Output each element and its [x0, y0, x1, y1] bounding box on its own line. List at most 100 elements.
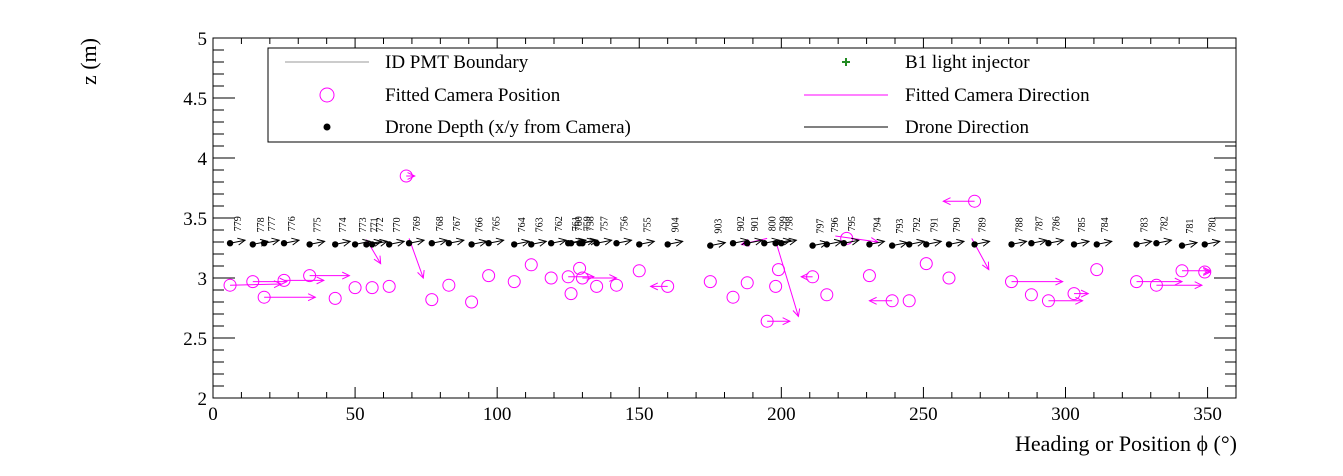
run-label: 903	[713, 219, 724, 234]
x-axis-title: Heading or Position ϕ (°)	[1015, 431, 1237, 456]
drone-depth-marker	[405, 240, 413, 247]
camera-position-marker	[1090, 263, 1104, 277]
camera-position-marker	[862, 269, 876, 283]
drone-depth-marker	[866, 241, 873, 248]
run-label: 783	[1140, 217, 1151, 232]
camera-direction-arrow	[775, 240, 801, 318]
drone-depth-marker	[428, 240, 436, 247]
legend-entry-camera-pos: Fitted Camera Position	[319, 85, 561, 106]
drone-depth-marker	[249, 241, 256, 248]
run-label: 776	[287, 216, 298, 231]
x-tick-label: 50	[346, 404, 365, 425]
camera-position-marker	[575, 271, 589, 285]
x-tick-label: 150	[625, 404, 654, 425]
camera-position-marker	[1067, 287, 1081, 301]
legend-label: Fitted Camera Position	[385, 85, 561, 106]
x-tick-label: 300	[1051, 404, 1080, 425]
drone-depth-marker	[547, 240, 555, 247]
drone-direction-arrow-head	[717, 240, 727, 248]
camera-direction-arrow	[309, 271, 351, 280]
drone-depth-marker	[567, 240, 575, 247]
camera-position-marker	[399, 169, 413, 183]
drone-direction-arrow-head	[316, 238, 326, 247]
legend-drone-depth-marker	[323, 123, 331, 131]
run-label: 781	[1185, 219, 1196, 234]
run-label: 775	[313, 217, 324, 232]
run-label: 800	[767, 216, 778, 231]
drone-direction-arrow-head	[271, 237, 281, 246]
drone-direction-arrow-head	[603, 237, 613, 246]
drone-depth-marker	[1070, 241, 1078, 248]
camera-position-marker	[919, 257, 933, 271]
drone-direction-arrow-head	[455, 237, 465, 246]
run-label: 756	[620, 216, 631, 231]
run-label: 902	[736, 216, 747, 231]
drone-depth-marker	[636, 241, 643, 248]
camera-position-marker	[760, 314, 774, 328]
camera-position-marker	[328, 291, 342, 305]
legend-entry-injector: B1 light injector	[842, 52, 1030, 73]
camera-direction-arrow	[649, 282, 668, 291]
run-label: 778	[256, 217, 267, 232]
drone-direction-arrow-head	[1189, 240, 1199, 248]
drone-direction-arrow-head	[1055, 237, 1065, 246]
camera-direction-arrow	[942, 197, 975, 206]
run-label: 759	[583, 216, 594, 231]
drone-direction-arrow-head	[373, 238, 383, 247]
drone-depth-marker	[1028, 240, 1035, 247]
drone-depth-marker	[761, 240, 768, 247]
camera-direction-arrow	[568, 272, 595, 281]
camera-position-marker	[425, 293, 439, 307]
camera-direction-arrow-head	[1194, 281, 1204, 290]
camera-position-marker	[277, 273, 291, 287]
camera-direction-arrow-head	[373, 255, 382, 265]
camera-direction-arrow-head	[586, 272, 595, 281]
camera-position-marker	[902, 294, 916, 308]
run-label: 797	[816, 219, 827, 234]
camera-position-marker	[465, 295, 479, 309]
drone-direction-arrow-head	[438, 237, 448, 246]
camera-direction-arrow-head	[800, 272, 809, 281]
camera-position-marker	[544, 271, 558, 285]
camera-direction-arrow-head	[316, 276, 325, 285]
drone-direction-arrow-head	[788, 237, 798, 246]
run-label: 772	[375, 217, 386, 232]
drone-direction-arrow-head	[754, 237, 764, 246]
x-tick-label: 0	[208, 404, 218, 425]
camera-position-marker	[661, 279, 675, 293]
drone-direction-arrow-head	[876, 238, 886, 247]
camera-direction-arrow-head	[782, 317, 792, 326]
camera-position-marker	[257, 290, 271, 304]
camera-position-marker	[507, 275, 521, 289]
camera-direction-arrow	[1011, 277, 1064, 286]
drone-depth-marker	[260, 240, 268, 247]
camera-direction-arrow-head	[868, 296, 877, 305]
run-label: 768	[435, 216, 446, 231]
drone-depth-marker	[971, 241, 978, 248]
drone-depth-marker	[485, 240, 492, 247]
legend: ID PMT Boundary B1 light injector Fitted C…	[267, 47, 1237, 143]
drone-direction-arrow-head	[495, 237, 505, 246]
camera-direction-arrow	[868, 296, 893, 305]
drone-direction-arrow-head	[1103, 238, 1113, 247]
camera-direction-arrow-head	[341, 271, 351, 280]
camera-position-marker	[1149, 278, 1163, 292]
camera-direction-arrow-head	[1055, 277, 1064, 286]
run-label: 755	[642, 217, 653, 232]
drone-depth-marker	[945, 241, 953, 248]
drone-direction-arrow-head	[646, 238, 656, 247]
camera-direction-arrow-head	[1080, 289, 1090, 298]
drone-direction-arrow-head	[558, 237, 568, 246]
run-label: 788	[1015, 217, 1026, 232]
camera-position-marker	[806, 270, 820, 284]
drone-direction-arrow-head	[981, 238, 991, 247]
camera-position-marker	[632, 264, 646, 278]
run-label: 758	[585, 216, 596, 231]
drone-depth-marker	[1153, 240, 1160, 247]
drone-depth-marker	[579, 240, 586, 247]
camera-direction-arrow-head	[1174, 277, 1184, 286]
run-label: 796	[830, 217, 841, 232]
drone-depth-marker	[772, 240, 779, 247]
run-label: 762	[554, 216, 565, 231]
